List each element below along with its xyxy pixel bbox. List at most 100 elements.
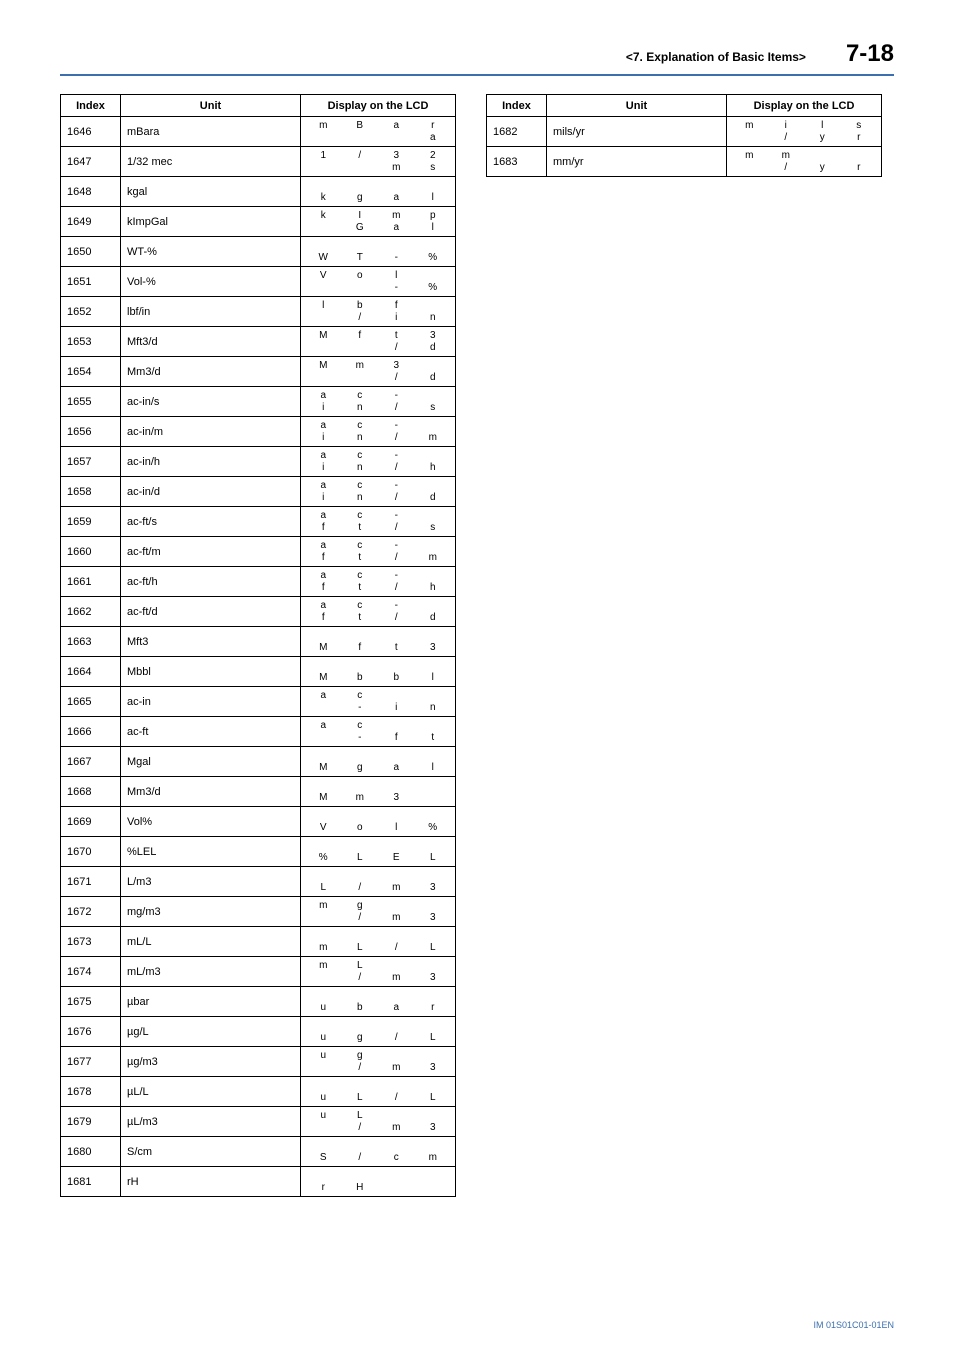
lcd-grid: kgal (305, 180, 451, 204)
document-id: IM 01S01C01-01EN (813, 1320, 894, 1330)
lcd-char: L (342, 960, 379, 972)
lcd-char: / (768, 162, 805, 174)
lcd-char: u (305, 1092, 342, 1104)
index-cell: 1681 (61, 1167, 121, 1197)
table-row: 1672mg/m3mg/m3 (61, 897, 456, 927)
lcd-char (305, 702, 342, 714)
unit-cell: ac-in/s (121, 387, 301, 417)
lcd-cell: ac-in (301, 687, 456, 717)
lcd-cell: L/m3 (301, 867, 456, 897)
lcd-grid: mL/L (305, 930, 451, 954)
lcd-char (342, 132, 379, 144)
lcd-char: o (342, 270, 379, 282)
lcd-char: m (731, 150, 768, 162)
lcd-char (305, 1020, 342, 1032)
lcd-char: L (342, 1110, 379, 1122)
lcd-char: - (378, 390, 415, 402)
lcd-char: u (305, 1002, 342, 1014)
lcd-char: g (342, 1032, 379, 1044)
table-row: 1659ac-ft/sac-ft/s (61, 507, 456, 537)
lcd-char: B (342, 120, 379, 132)
table-row: 1674mL/m3mL/m3 (61, 957, 456, 987)
lcd-char (415, 792, 452, 804)
unit-cell: µbar (121, 987, 301, 1017)
lcd-char: o (342, 822, 379, 834)
lcd-cell: uL/L (301, 1077, 456, 1107)
index-cell: 1676 (61, 1017, 121, 1047)
index-cell: 1664 (61, 657, 121, 687)
lcd-char: g (342, 1050, 379, 1062)
lcd-char: / (342, 150, 379, 162)
lcd-cell: ac-in/s (301, 387, 456, 417)
index-cell: 1649 (61, 207, 121, 237)
lcd-char: m (378, 912, 415, 924)
lcd-char: c (342, 600, 379, 612)
index-cell: 1659 (61, 507, 121, 537)
index-cell: 1673 (61, 927, 121, 957)
unit-cell: L/m3 (121, 867, 301, 897)
lcd-char (342, 750, 379, 762)
lcd-char: s (415, 522, 452, 534)
page-header: <7. Explanation of Basic Items> 7-18 (60, 40, 894, 76)
unit-cell: mL/m3 (121, 957, 301, 987)
table-row: 1646mBaramBara (61, 117, 456, 147)
section-title: <7. Explanation of Basic Items> (626, 50, 806, 64)
index-cell: 1675 (61, 987, 121, 1017)
lcd-char (378, 1020, 415, 1032)
unit-cell: µg/L (121, 1017, 301, 1047)
index-cell: 1666 (61, 717, 121, 747)
lcd-char: L (415, 852, 452, 864)
table-row: 1675µbarubar (61, 987, 456, 1017)
lcd-char (305, 660, 342, 672)
table-row: 1673mL/LmL/L (61, 927, 456, 957)
unit-cell: lbf/in (121, 297, 301, 327)
lcd-char: k (305, 210, 342, 222)
lcd-char: - (378, 420, 415, 432)
lcd-char (378, 720, 415, 732)
lcd-char: f (305, 552, 342, 564)
lcd-grid: ac-in/h (305, 450, 451, 474)
lcd-char (415, 480, 452, 492)
lcd-char: s (415, 402, 452, 414)
lcd-char (415, 900, 452, 912)
index-cell: 1654 (61, 357, 121, 387)
table-row: 1653Mft3/dMft3/d (61, 327, 456, 357)
lcd-cell: %LEL (301, 837, 456, 867)
unit-cell: mils/yr (547, 117, 727, 147)
lcd-char: / (768, 132, 805, 144)
lcd-char: b (342, 300, 379, 312)
lcd-char: s (415, 162, 452, 174)
unit-cell: mg/m3 (121, 897, 301, 927)
lcd-cell: 1/32ms (301, 147, 456, 177)
lcd-char: a (305, 690, 342, 702)
lcd-char: G (342, 222, 379, 234)
lcd-char (415, 630, 452, 642)
lcd-char: / (378, 1092, 415, 1104)
lcd-char (378, 1110, 415, 1122)
lcd-char: - (342, 702, 379, 714)
index-cell: 1682 (487, 117, 547, 147)
lcd-char: - (378, 282, 415, 294)
lcd-char: b (378, 672, 415, 684)
lcd-char: c (342, 450, 379, 462)
lcd-char: m (342, 792, 379, 804)
lcd-char: E (378, 852, 415, 864)
lcd-cell: Mbbl (301, 657, 456, 687)
lcd-char: / (342, 1122, 379, 1134)
lcd-grid: Mft3 (305, 630, 451, 654)
lcd-char: - (342, 732, 379, 744)
table-row: 1649kImpGalkImpGal (61, 207, 456, 237)
lcd-char (415, 870, 452, 882)
lcd-char (305, 1080, 342, 1092)
lcd-cell: ac-in/h (301, 447, 456, 477)
lcd-char: c (342, 480, 379, 492)
lcd-char (305, 870, 342, 882)
lcd-cell: ac-ft/m (301, 537, 456, 567)
lcd-char (342, 840, 379, 852)
lcd-char: m (378, 882, 415, 894)
lcd-char (415, 1140, 452, 1152)
lcd-char (305, 930, 342, 942)
lcd-char: H (342, 1182, 379, 1194)
lcd-char: a (305, 390, 342, 402)
lcd-char: k (305, 192, 342, 204)
